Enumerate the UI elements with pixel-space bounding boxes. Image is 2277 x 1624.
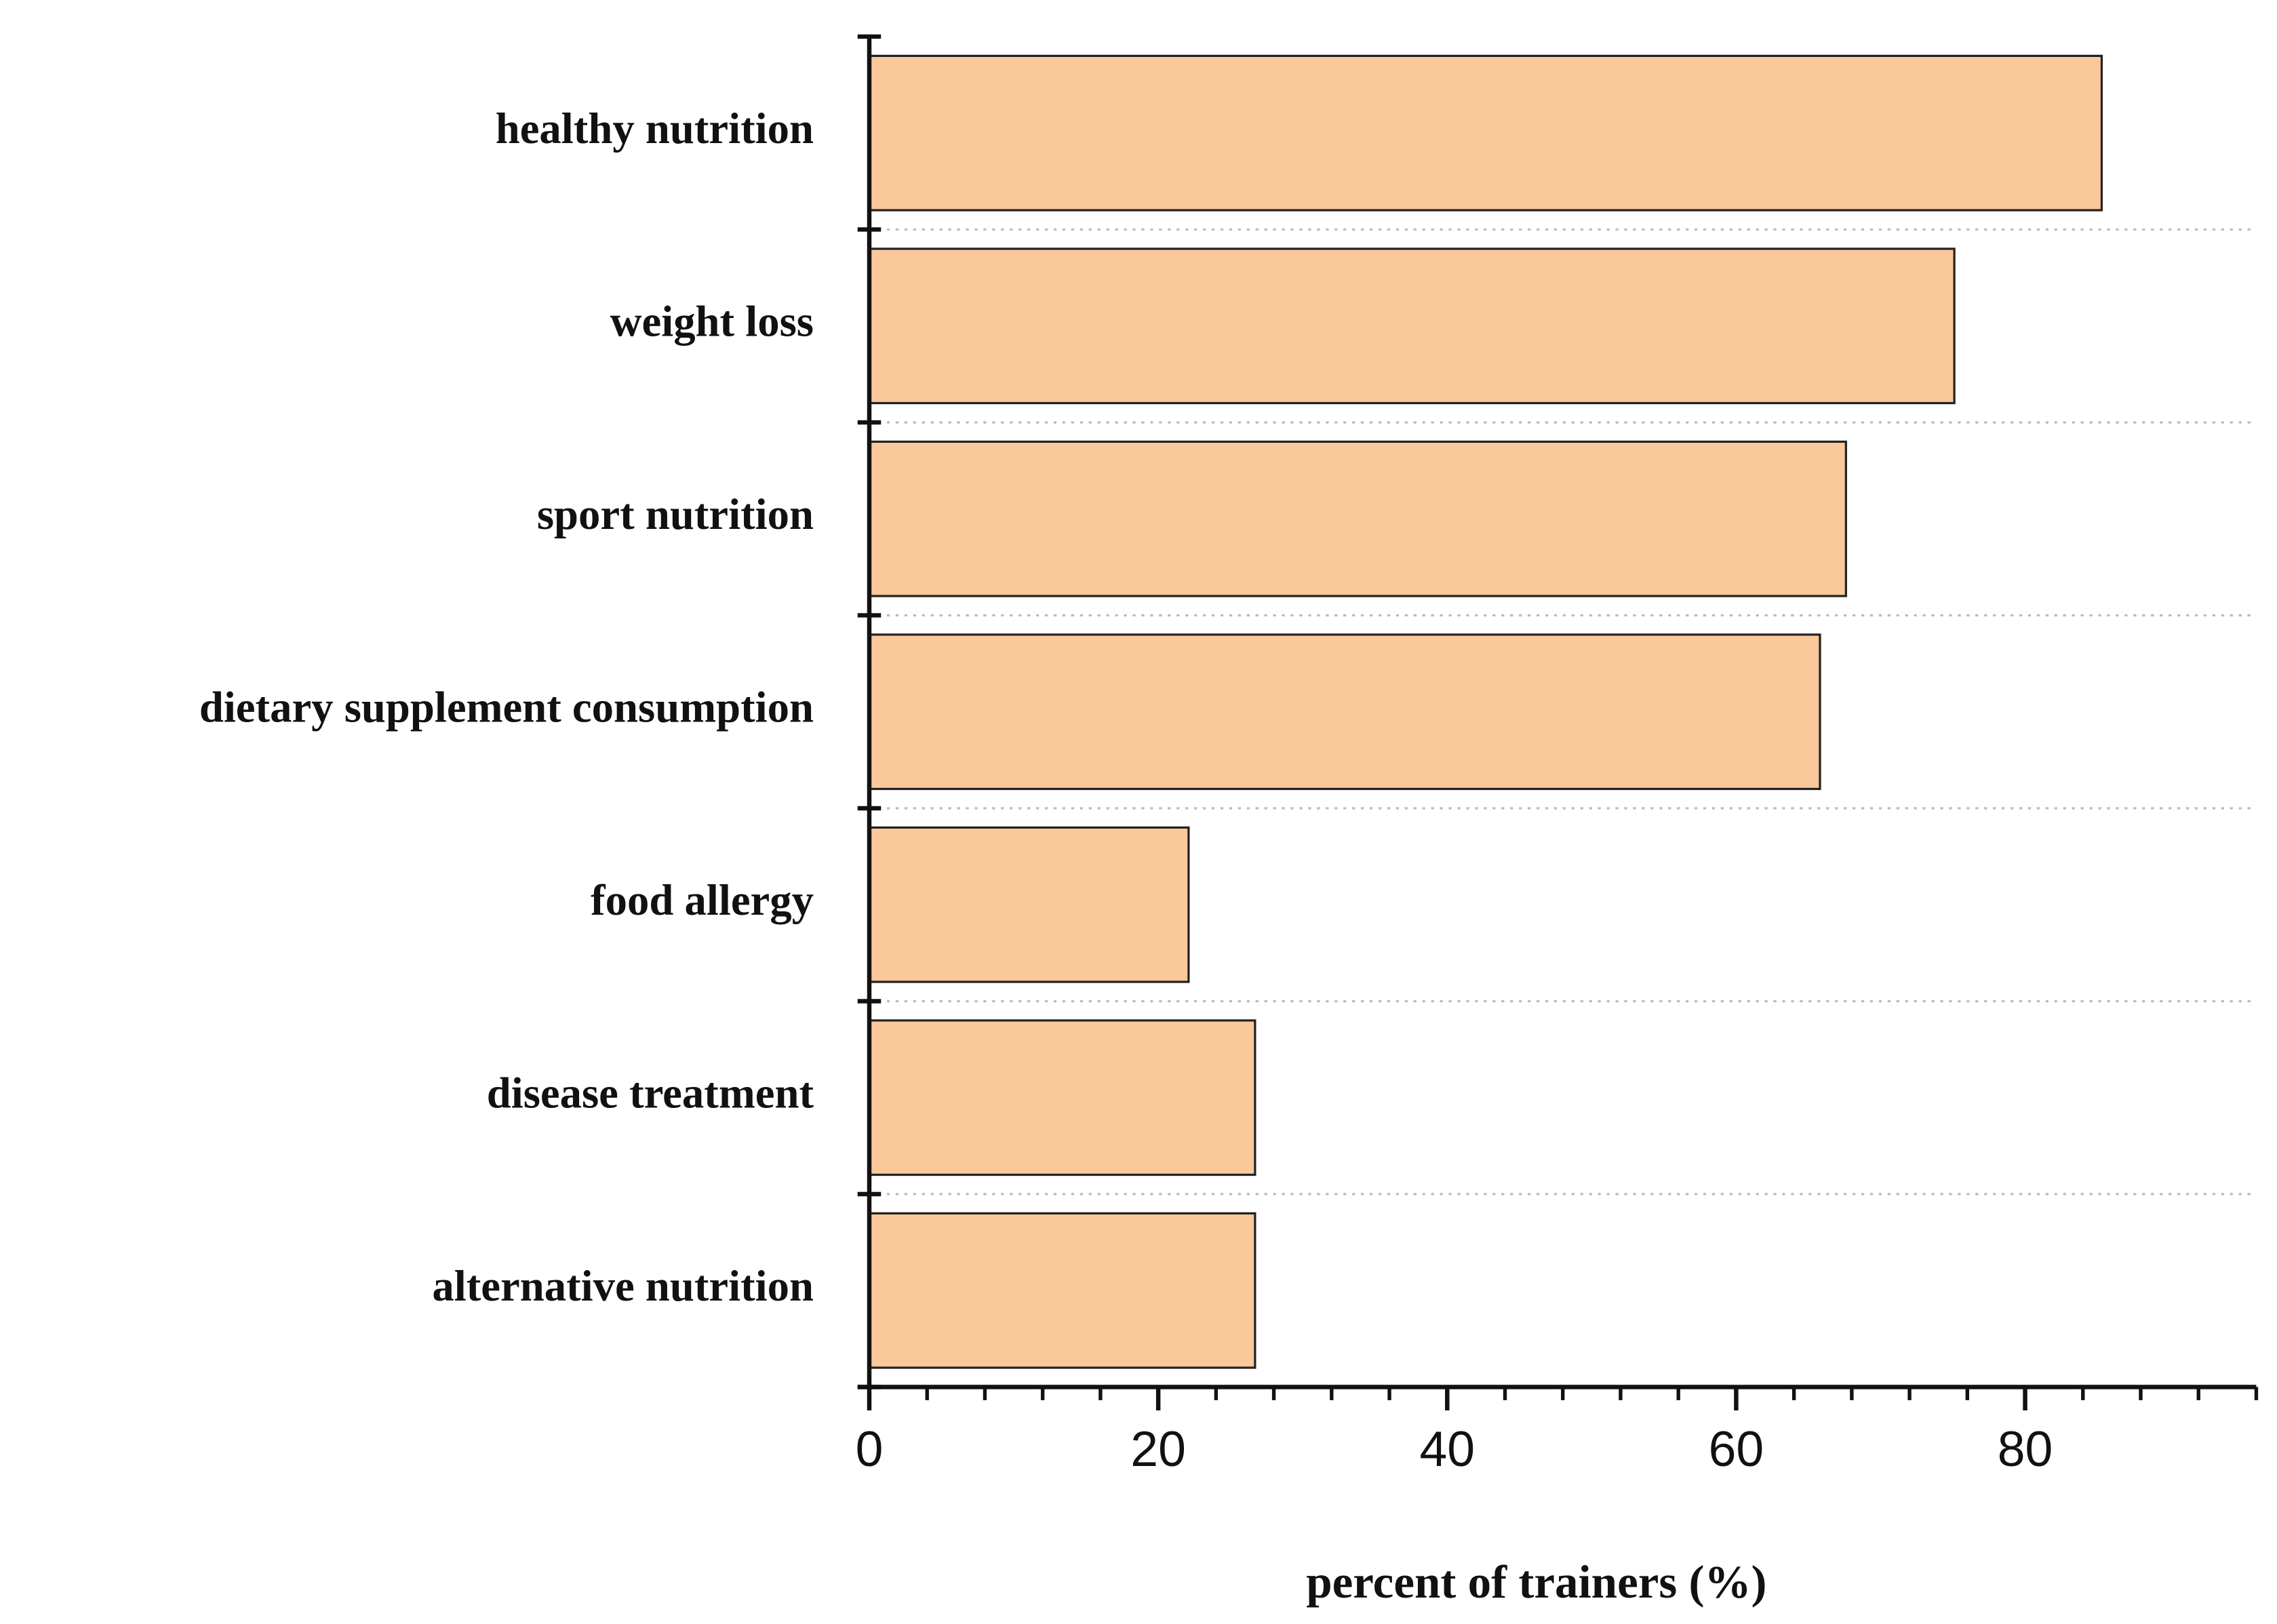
y-tick-label: food allergy: [591, 875, 814, 924]
bar: [868, 1212, 1256, 1369]
y-tick-label: healthy nutrition: [496, 104, 814, 153]
bar: [868, 826, 1190, 983]
x-tick-label: 0: [856, 1421, 884, 1477]
x-tick-label: 40: [1419, 1421, 1475, 1477]
bar: [868, 247, 1956, 405]
y-tick-label: disease treatment: [487, 1069, 814, 1117]
x-axis-label: percent of trainers (%): [1306, 1556, 1766, 1608]
x-tick-label: 60: [1709, 1421, 1764, 1477]
y-tick-label: dietary supplement consumption: [199, 683, 814, 732]
bar: [868, 1019, 1256, 1176]
bar: [868, 633, 1821, 791]
bar: [868, 440, 1847, 597]
x-tick-label: 80: [1998, 1421, 2053, 1477]
x-tick-label: 20: [1130, 1421, 1186, 1477]
bar: [868, 54, 2103, 212]
y-tick-label: alternative nutrition: [432, 1261, 814, 1310]
y-tick-label: weight loss: [610, 297, 814, 346]
y-tick-label: sport nutrition: [537, 490, 814, 538]
